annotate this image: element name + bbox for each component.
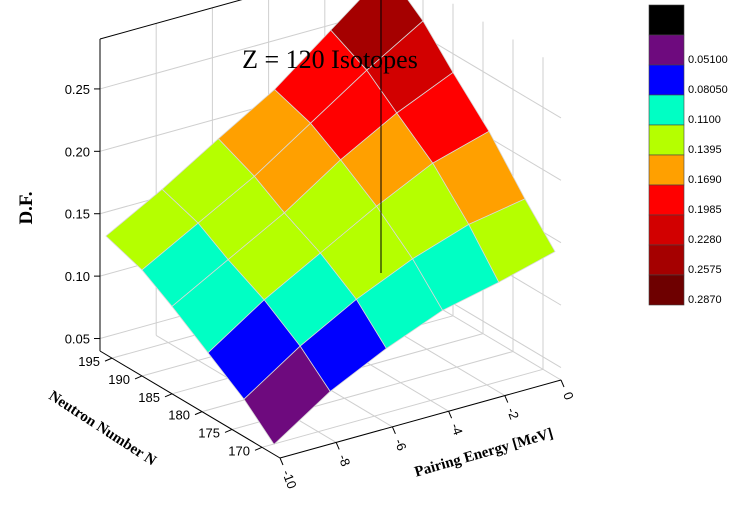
y-tick-mark bbox=[164, 393, 173, 398]
axis-line bbox=[279, 379, 562, 459]
x-tick-mark bbox=[448, 411, 453, 419]
z-tick-label: 0.25 bbox=[65, 82, 90, 97]
floor-grid-line bbox=[261, 368, 544, 448]
legend-swatch bbox=[648, 274, 685, 306]
legend-swatch bbox=[648, 214, 685, 246]
y-tick-label: 175 bbox=[198, 425, 220, 440]
z-tick-label: 0.05 bbox=[65, 332, 90, 347]
y-tick-label: 195 bbox=[78, 354, 100, 369]
legend-label: 0.2575 bbox=[688, 264, 722, 276]
z-tick-label: 0.20 bbox=[65, 144, 90, 159]
y-tick-mark bbox=[224, 429, 233, 433]
x-tick-label: -10 bbox=[279, 468, 300, 491]
z-tick-label: 0.10 bbox=[65, 269, 90, 284]
z-axis-title: D.F. bbox=[16, 191, 37, 224]
y-tick-label: 190 bbox=[108, 372, 130, 387]
tick-labels: 0.05 0.10 0.15 0.20 0.25 170 175 180 185 190 195 -1… bbox=[65, 82, 577, 491]
y-tick-mark bbox=[134, 375, 143, 380]
legend-label: 0.05100 bbox=[688, 54, 728, 66]
legend-swatch bbox=[648, 244, 685, 276]
chart-title: Z = 120 Isotopes bbox=[242, 45, 418, 74]
legend-label: 0.1690 bbox=[688, 174, 722, 186]
surface bbox=[105, 0, 556, 446]
x-tick-label: -4 bbox=[448, 421, 466, 437]
surface-patch bbox=[468, 198, 556, 283]
legend-swatch bbox=[648, 64, 685, 96]
legend-label: 0.08050 bbox=[688, 84, 728, 96]
x-axis-title: Pairing Energy [MeV] bbox=[413, 426, 555, 481]
back-grid-line bbox=[99, 10, 382, 90]
axis-frame bbox=[99, 0, 562, 459]
legend-label: 0.2280 bbox=[688, 234, 722, 246]
axis-line bbox=[99, 350, 281, 459]
x-tick-mark bbox=[560, 379, 565, 388]
y-tick-mark bbox=[254, 446, 263, 451]
x-tick-label: -6 bbox=[392, 437, 410, 453]
legend-label: 0.2870 bbox=[688, 294, 722, 306]
legend-swatch bbox=[648, 154, 685, 186]
legend-label: 0.1985 bbox=[688, 204, 722, 216]
y-tick-mark bbox=[194, 411, 203, 416]
x-tick-mark bbox=[279, 457, 284, 466]
y-tick-label: 185 bbox=[138, 390, 160, 405]
legend-swatch bbox=[648, 124, 685, 156]
legend-swatch bbox=[648, 184, 685, 216]
x-tick-label: 0 bbox=[560, 390, 577, 402]
legend-label: 0.1100 bbox=[688, 114, 721, 126]
x-tick-mark bbox=[391, 426, 396, 434]
z-tick-label: 0.15 bbox=[65, 207, 90, 222]
color-legend: 0.05100 0.08050 0.1100 0.1395 0.1690 0.1985 0.… bbox=[648, 4, 728, 306]
legend-swatch bbox=[648, 94, 685, 126]
x-tick-mark bbox=[504, 395, 509, 403]
y-tick-mark bbox=[104, 357, 113, 362]
legend-label: 0.1395 bbox=[688, 144, 722, 156]
legend-swatch bbox=[648, 34, 685, 66]
x-tick-label: -2 bbox=[504, 405, 522, 421]
legend-swatch bbox=[648, 4, 685, 36]
x-tick-mark bbox=[335, 442, 340, 450]
axis-line bbox=[99, 0, 243, 40]
y-tick-label: 170 bbox=[228, 443, 250, 458]
y-tick-label: 180 bbox=[168, 408, 190, 423]
x-tick-label: -8 bbox=[335, 452, 353, 468]
